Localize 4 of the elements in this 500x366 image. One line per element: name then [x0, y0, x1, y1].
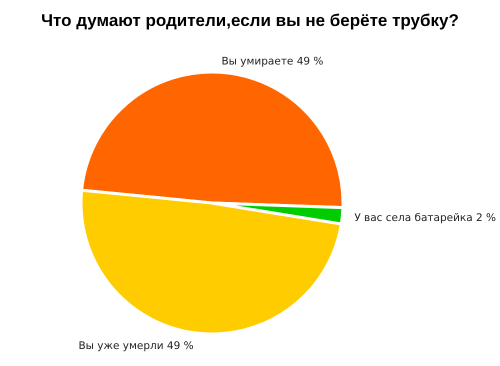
slice-label: Вы уже умерли 49 %: [78, 340, 194, 352]
slice-label: У вас села батарейка 2 %: [354, 212, 496, 224]
slice-label: Вы умираете 49 %: [221, 55, 324, 68]
chart-title: Что думают родители,если вы не берёте трубку?: [41, 11, 459, 30]
